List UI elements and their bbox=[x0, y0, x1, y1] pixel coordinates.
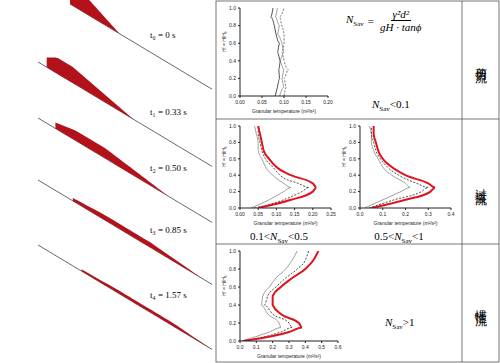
svg-text:0.15: 0.15 bbox=[301, 99, 311, 105]
svg-text:t₀ = 0 s: t₀ = 0 s bbox=[150, 30, 176, 40]
html-text:NSav>1: NSav>1 bbox=[385, 316, 415, 332]
svg-text:0.00: 0.00 bbox=[235, 211, 245, 217]
svg-text:0.2: 0.2 bbox=[229, 75, 236, 81]
svg-text:Granular temperature (m²/s²): Granular temperature (m²/s²) bbox=[374, 220, 438, 226]
html-text:NSav =: NSav = bbox=[346, 12, 375, 29]
svg-text:0.6: 0.6 bbox=[229, 156, 236, 162]
svg-text:H' = H/H₀: H' = H/H₀ bbox=[221, 275, 227, 296]
svg-text:t₁ = 0.33 s: t₁ = 0.33 s bbox=[150, 107, 187, 117]
svg-text:1.0: 1.0 bbox=[229, 5, 236, 11]
html-text:NSav<0.1: NSav<0.1 bbox=[372, 98, 410, 114]
svg-text:0.4: 0.4 bbox=[229, 302, 236, 308]
svg-text:0.8: 0.8 bbox=[229, 266, 236, 272]
svg-text:0.2: 0.2 bbox=[229, 188, 236, 194]
svg-text:0.3: 0.3 bbox=[425, 211, 432, 217]
svg-text:0.2: 0.2 bbox=[269, 344, 276, 350]
html-text:gH · tanϕ: gH · tanϕ bbox=[380, 21, 422, 33]
html-text:γ̇²d²: γ̇²d² bbox=[392, 8, 409, 20]
svg-text:0.4: 0.4 bbox=[229, 172, 236, 178]
svg-text:0.8: 0.8 bbox=[229, 22, 236, 28]
svg-text:0.8: 0.8 bbox=[349, 139, 356, 145]
svg-text:Granular temperature (m²/s²): Granular temperature (m²/s²) bbox=[257, 353, 321, 359]
html-text:剪切流: 剪切流 bbox=[474, 57, 488, 63]
svg-text:0.2: 0.2 bbox=[229, 320, 236, 326]
svg-text:0.4: 0.4 bbox=[229, 58, 236, 64]
svg-text:0.1: 0.1 bbox=[379, 211, 386, 217]
svg-text:0.2: 0.2 bbox=[402, 211, 409, 217]
svg-text:Granular temperature (m²/s²): Granular temperature (m²/s²) bbox=[252, 108, 316, 114]
svg-text:0.3: 0.3 bbox=[286, 344, 293, 350]
svg-text:0.6: 0.6 bbox=[229, 40, 236, 46]
html-text:0.5< NSav<1: 0.5< NSav<1 bbox=[374, 230, 424, 246]
svg-text:t₄ = 1.57 s: t₄ = 1.57 s bbox=[150, 290, 187, 300]
svg-text:0.10: 0.10 bbox=[272, 211, 282, 217]
html-text:过渡流: 过渡流 bbox=[474, 178, 488, 185]
svg-text:0.4: 0.4 bbox=[302, 344, 309, 350]
svg-text:0.0: 0.0 bbox=[237, 344, 244, 350]
svg-text:1.0: 1.0 bbox=[229, 123, 236, 129]
svg-text:0.1: 0.1 bbox=[253, 344, 260, 350]
svg-text:0.0: 0.0 bbox=[357, 211, 364, 217]
svg-text:0.8: 0.8 bbox=[229, 139, 236, 145]
svg-text:0.0: 0.0 bbox=[349, 205, 356, 211]
svg-text:0.05: 0.05 bbox=[253, 211, 263, 217]
svg-text:H' = H/H₀: H' = H/H₀ bbox=[341, 146, 347, 167]
svg-text:1.0: 1.0 bbox=[349, 123, 356, 129]
svg-text:0.20: 0.20 bbox=[323, 99, 333, 105]
html-text:0.1< NSav<0.5: 0.1< NSav<0.5 bbox=[250, 230, 308, 246]
svg-text:0.0: 0.0 bbox=[229, 93, 236, 99]
svg-text:0.5: 0.5 bbox=[318, 344, 325, 350]
svg-text:Granular temperature (m²/s²): Granular temperature (m²/s²) bbox=[254, 220, 318, 226]
svg-text:0.05: 0.05 bbox=[257, 99, 267, 105]
svg-text:0.0: 0.0 bbox=[229, 338, 236, 344]
svg-text:H' = H/H₀: H' = H/H₀ bbox=[221, 146, 227, 167]
svg-text:0.00: 0.00 bbox=[235, 99, 245, 105]
svg-text:0.20: 0.20 bbox=[308, 211, 318, 217]
svg-text:0.25: 0.25 bbox=[326, 211, 336, 217]
svg-text:0.6: 0.6 bbox=[335, 344, 342, 350]
svg-text:t₂ = 0.50 s: t₂ = 0.50 s bbox=[150, 163, 187, 173]
svg-text:0.2: 0.2 bbox=[349, 188, 356, 194]
svg-text:0.0: 0.0 bbox=[229, 205, 236, 211]
svg-text:0.6: 0.6 bbox=[229, 284, 236, 290]
svg-text:1.0: 1.0 bbox=[229, 248, 236, 254]
svg-text:H' = H/H₀: H' = H/H₀ bbox=[221, 31, 227, 52]
svg-text:0.15: 0.15 bbox=[290, 211, 300, 217]
svg-text:0.10: 0.10 bbox=[279, 99, 289, 105]
svg-text:t₃ = 0.85 s: t₃ = 0.85 s bbox=[150, 225, 187, 235]
svg-text:0.6: 0.6 bbox=[349, 156, 356, 162]
html-text:惯性流: 惯性流 bbox=[474, 300, 488, 306]
svg-text:0.4: 0.4 bbox=[448, 211, 455, 217]
svg-text:0.4: 0.4 bbox=[349, 172, 356, 178]
